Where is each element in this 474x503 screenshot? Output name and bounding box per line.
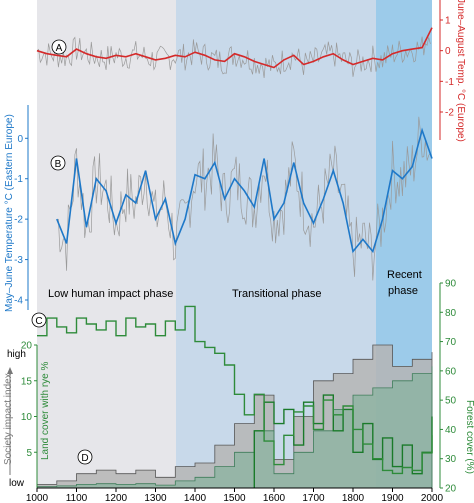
ytick-label-c-1: 80 xyxy=(445,308,457,319)
xtick-label-3: 1300 xyxy=(144,493,167,503)
series-a-raw-proxy xyxy=(36,36,431,79)
index-label-high: high xyxy=(7,349,26,360)
xtick-label-6: 1600 xyxy=(263,493,286,503)
xtick-label-5: 1500 xyxy=(223,493,246,503)
ytick-label-d-1: 15 xyxy=(21,376,33,387)
axis-title-red: June–August Temp. °C (Europe) xyxy=(455,0,466,142)
ytick-label-b-1: -1 xyxy=(14,174,23,185)
series-b-spring-temp xyxy=(56,127,433,254)
xtick-label-9: 1900 xyxy=(381,493,404,503)
ytick-label-c-2: 70 xyxy=(445,337,457,348)
index-label-low: low xyxy=(9,478,25,489)
axis-title-green-right: Forest cover (%) xyxy=(464,400,474,474)
svg-text:D: D xyxy=(81,453,88,464)
xtick-label-4: 1400 xyxy=(184,493,207,503)
ytick-label-d-0: 20 xyxy=(21,341,33,352)
axis-title-blue: May–June Temperature °C (Eastern Europe) xyxy=(4,114,15,312)
panel-letter-a: A xyxy=(51,39,67,55)
panel-letter-d: D xyxy=(77,449,93,465)
ytick-label-b-2: -2 xyxy=(14,215,23,226)
ytick-label-a-0: 1 xyxy=(445,16,451,27)
svg-text:B: B xyxy=(55,159,62,170)
xtick-label-0: 1000 xyxy=(26,493,49,503)
ytick-label-a-2: -1 xyxy=(445,77,454,88)
panel-letter-c: C xyxy=(31,312,47,328)
ytick-label-c-0: 90 xyxy=(445,279,457,290)
phase-low-background xyxy=(37,0,176,488)
ytick-label-c-6: 30 xyxy=(445,454,457,465)
xtick-label-8: 1800 xyxy=(342,493,365,503)
ytick-label-d-2: 10 xyxy=(21,412,33,423)
svg-text:A: A xyxy=(56,43,63,54)
grey-index-arrowhead xyxy=(7,367,13,374)
ytick-label-b-4: -4 xyxy=(14,296,23,307)
phase-label-recent-2: phase xyxy=(388,285,418,297)
ytick-label-c-4: 50 xyxy=(445,396,457,407)
xtick-label-10: 2000 xyxy=(421,493,444,503)
svg-text:C: C xyxy=(35,316,42,327)
ytick-label-c-7: 20 xyxy=(445,484,457,495)
xtick-label-7: 1700 xyxy=(302,493,325,503)
ytick-label-d-3: 5 xyxy=(26,448,32,459)
phase-label-recent-1: Recent xyxy=(387,269,422,281)
xtick-label-1: 1100 xyxy=(66,493,88,503)
axis-title-grey: Society impact index xyxy=(3,373,14,465)
series-d-rye-cover xyxy=(36,366,433,489)
phase-label-low: Low human impact phase xyxy=(48,288,173,300)
panel-letter-b: B xyxy=(50,155,66,171)
phase-label-transitional: Transitional phase xyxy=(232,288,321,300)
series-c-forest-cover xyxy=(37,305,433,475)
xtick-label-2: 1200 xyxy=(105,493,128,503)
series-a-summer-temp xyxy=(36,27,433,69)
ytick-label-b-0: 0 xyxy=(17,134,23,145)
ytick-label-c-3: 60 xyxy=(445,366,457,377)
ytick-label-c-5: 40 xyxy=(445,425,457,436)
ytick-label-b-3: -3 xyxy=(14,255,23,266)
ytick-label-a-1: 0 xyxy=(445,46,451,57)
series-d-rye-detail xyxy=(253,394,433,488)
axis-title-green-left: Land cover with rye % xyxy=(40,362,51,460)
ytick-label-a-3: -2 xyxy=(445,108,454,119)
